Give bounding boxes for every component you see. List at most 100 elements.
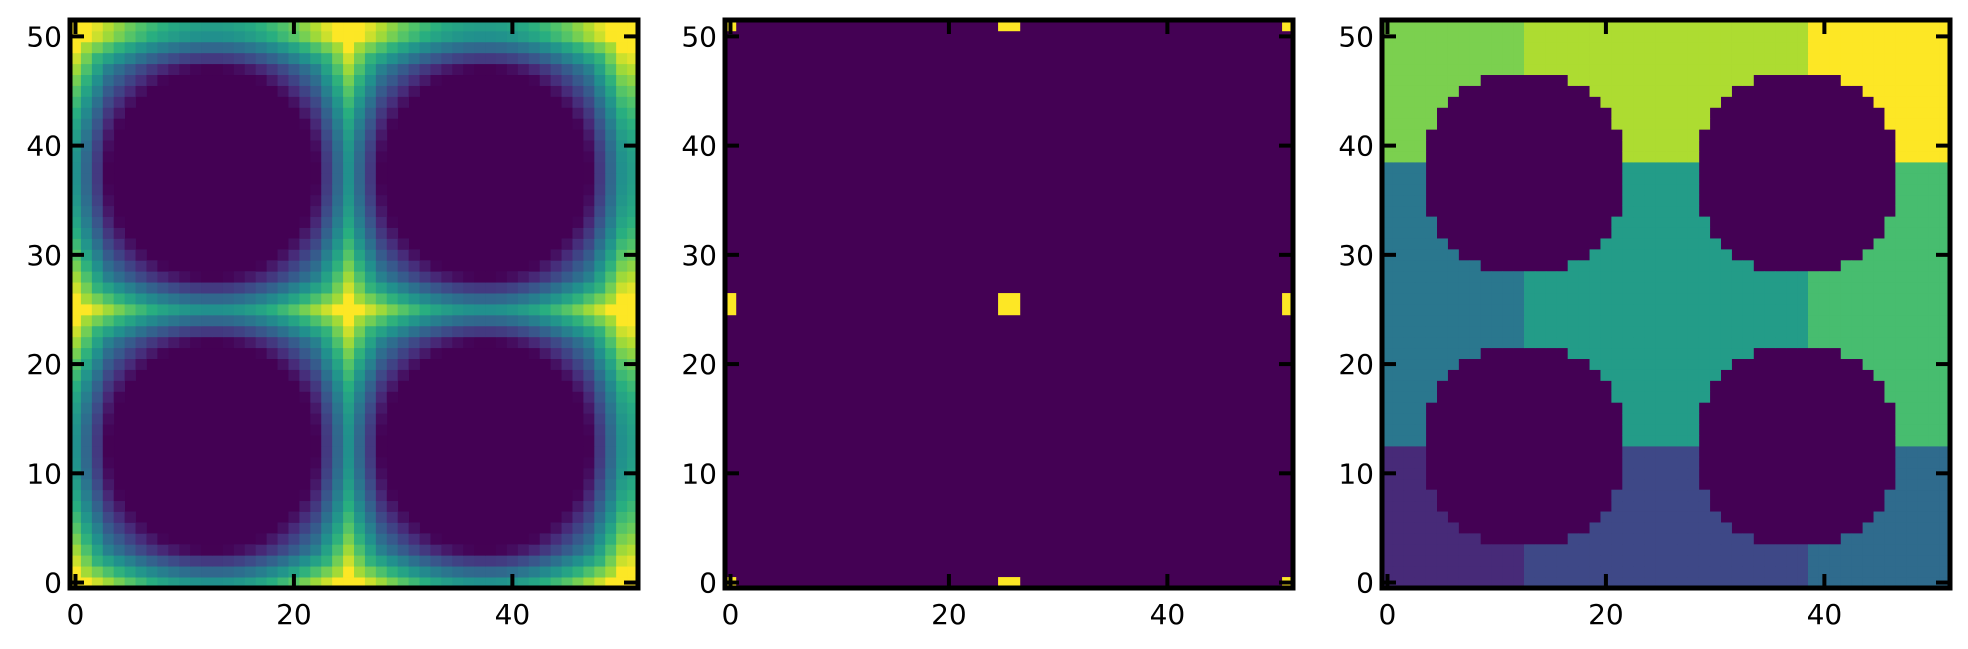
heatmap-cell [113, 347, 126, 360]
heatmap-cell [1382, 336, 1394, 349]
heatmap-cell [1720, 522, 1732, 534]
heatmap-cell [528, 74, 541, 86]
heatmap-cell [506, 325, 519, 338]
heatmap-cell [441, 555, 453, 567]
heatmap-cell [1382, 85, 1394, 97]
heatmap-cell [321, 118, 333, 130]
heatmap-cell [1895, 555, 1907, 567]
heatmap-cell [113, 238, 126, 250]
heatmap-cell [70, 380, 82, 392]
heatmap-cell [463, 293, 475, 305]
heatmap-cell [212, 20, 224, 32]
heatmap-cell [1709, 566, 1722, 578]
heatmap-cell [605, 533, 617, 545]
heatmap-cell [605, 424, 617, 436]
heatmap-cell [1655, 467, 1667, 480]
heatmap-cell [1414, 446, 1427, 458]
heatmap-cell [605, 478, 617, 491]
heatmap-cell [343, 544, 355, 556]
heatmap-cell [321, 380, 333, 392]
heatmap-cell [157, 304, 169, 316]
heatmap-cell [528, 52, 541, 65]
heatmap-cell [605, 118, 617, 130]
heatmap-cell [1447, 30, 1459, 43]
heatmap-cell [1764, 30, 1776, 43]
heatmap-cell [1687, 118, 1700, 130]
heatmap-cell [1720, 30, 1732, 43]
heatmap-cell [1829, 20, 1842, 32]
heatmap-cell [1622, 85, 1634, 97]
heatmap-cell [102, 271, 115, 283]
heatmap-cell [1403, 522, 1416, 534]
heatmap-cell [1840, 52, 1853, 65]
heatmap-cell [1895, 41, 1907, 54]
heatmap-cell [1414, 151, 1427, 163]
heatmap-cell [1578, 293, 1590, 305]
heatmap-cell [1589, 325, 1601, 338]
heatmap-cell [1655, 194, 1667, 207]
heatmap-cell [146, 314, 158, 327]
heatmap-cell [343, 304, 355, 316]
heatmap-cell [1655, 74, 1667, 86]
heatmap-cell [70, 238, 82, 250]
heatmap-cell [1917, 194, 1929, 207]
heatmap-cell [1611, 271, 1623, 283]
heatmap-cell [627, 271, 639, 283]
heatmap-cell [321, 314, 333, 327]
heatmap-cell [375, 533, 388, 545]
heatmap-cell [539, 577, 552, 589]
heatmap-cell [1808, 325, 1820, 338]
heatmap-cell [332, 271, 344, 283]
heatmap-cell [496, 566, 508, 578]
heatmap-cell [266, 20, 278, 32]
heatmap-cell [277, 336, 289, 349]
heatmap-cell [299, 544, 311, 556]
heatmap-cell [1698, 336, 1711, 349]
heatmap-cell [343, 402, 355, 414]
heatmap-cell [386, 293, 399, 305]
heatmap-cell [375, 293, 388, 305]
heatmap-cell [1873, 41, 1885, 54]
heatmap-cell [1818, 282, 1831, 294]
heatmap-cell [1436, 238, 1448, 250]
heatmap-cell [146, 533, 158, 545]
heatmap-cell [1676, 478, 1689, 491]
heatmap-cell [583, 424, 595, 436]
heatmap-cell [1676, 325, 1689, 338]
heatmap-cell [102, 52, 115, 65]
heatmap-cell [1687, 216, 1700, 228]
heatmap-cell [1720, 544, 1732, 556]
heatmap-cell [1840, 336, 1853, 349]
heatmap-cell [1513, 555, 1525, 567]
heatmap-cell [605, 151, 617, 163]
heatmap-cell [91, 30, 104, 43]
heatmap-cell [1742, 304, 1754, 316]
heatmap-cell [124, 63, 136, 76]
heatmap-cell [627, 446, 639, 458]
heatmap-cell [1939, 172, 1951, 185]
heatmap-cell [1862, 577, 1874, 589]
heatmap-cell [1895, 238, 1907, 250]
heatmap-cell [70, 533, 82, 545]
heatmap-cell [1589, 63, 1601, 76]
heatmap-cell [386, 325, 399, 338]
heatmap-cell [1687, 172, 1700, 185]
heatmap-cell [1513, 336, 1525, 349]
heatmap-cell [80, 314, 93, 327]
heatmap-cell [1928, 424, 1940, 436]
heatmap-cell [1469, 347, 1481, 360]
heatmap-cell [266, 74, 278, 86]
heatmap-cell [605, 325, 617, 338]
heatmap-cell [1753, 271, 1765, 283]
heatmap-cell [572, 500, 584, 512]
heatmap-cell [113, 118, 126, 130]
heatmap-cell [419, 260, 431, 272]
heatmap-cell [1545, 566, 1558, 578]
heatmap-cell [583, 216, 595, 228]
heatmap-cell [1676, 162, 1689, 174]
heatmap-cell [1414, 227, 1427, 239]
heatmap-cell [1808, 544, 1820, 556]
heatmap-cell [135, 271, 147, 283]
heatmap-cell [1589, 304, 1601, 316]
heatmap-cell [1567, 544, 1580, 556]
